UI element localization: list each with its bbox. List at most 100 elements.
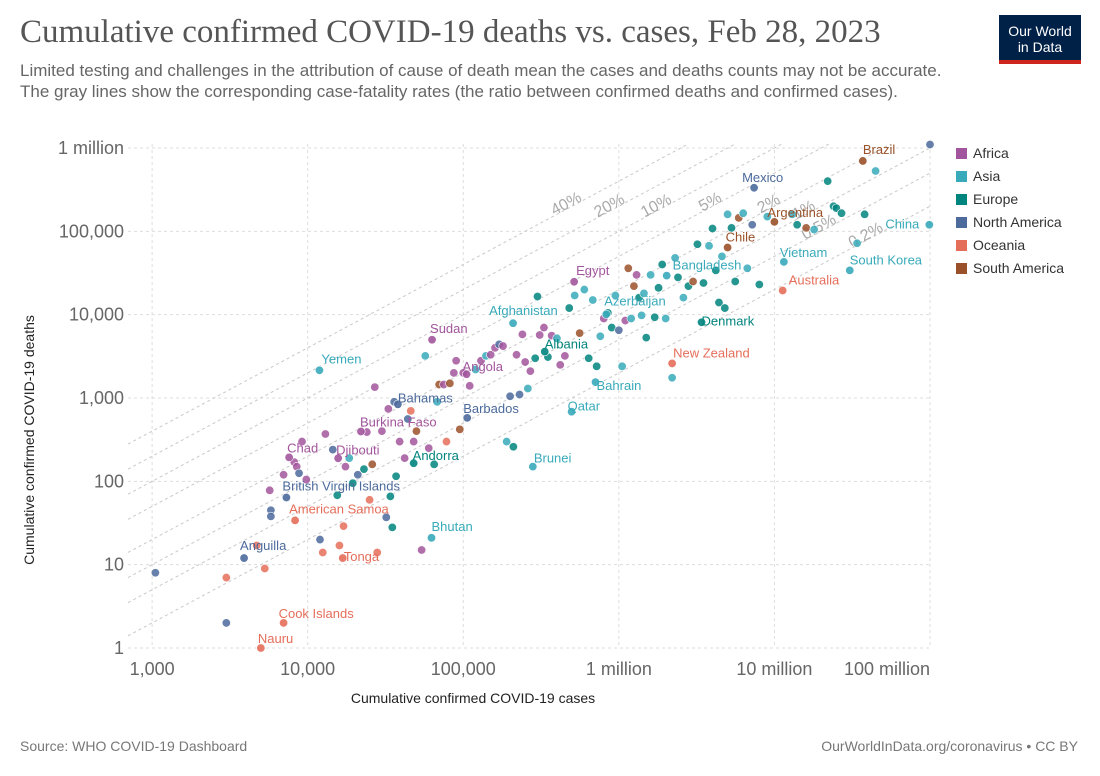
owid-logo[interactable]: Our World in Data [999, 15, 1081, 64]
country-label: Sudan [430, 321, 468, 336]
country-point [614, 325, 624, 335]
fatality-rate-line [128, 144, 737, 470]
country-point [498, 341, 508, 351]
country-point [403, 414, 413, 424]
fatality-rate-label: 0.2% [846, 219, 886, 251]
country-point [365, 495, 375, 505]
country-label: Qatar [568, 399, 601, 414]
country-point [150, 568, 160, 578]
country-label: Anguilla [240, 538, 287, 553]
country-point [465, 381, 475, 391]
country-point [502, 437, 512, 447]
chart-title: Cumulative confirmed COVID-19 deaths vs.… [20, 14, 881, 50]
fatality-rate-line [128, 144, 783, 495]
fatality-rate-label: 40% [548, 189, 584, 219]
country-point [532, 292, 542, 302]
fatality-rate-label: 20% [591, 191, 627, 221]
country-point [639, 288, 649, 298]
logo-line-2: in Data [1017, 39, 1063, 55]
country-point [667, 358, 677, 368]
country-point [528, 462, 538, 472]
fatality-rate-label: 5% [696, 189, 724, 215]
country-point [260, 563, 270, 573]
country-point [801, 223, 811, 233]
country-point [720, 303, 730, 313]
country-point [406, 406, 416, 416]
country-point [738, 208, 748, 218]
country-point [400, 453, 410, 463]
country-point [632, 270, 642, 280]
x-tick-label: 1 million [586, 659, 652, 679]
country-label: Nauru [258, 631, 293, 646]
license-note[interactable]: OurWorldInData.org/coronavirus • CC BY [821, 738, 1078, 754]
source-note[interactable]: Source: WHO COVID-19 Dashboard [20, 738, 248, 754]
country-point [409, 437, 419, 447]
country-point [697, 317, 707, 327]
country-point [592, 361, 602, 371]
country-point [353, 470, 363, 480]
country-point [239, 553, 249, 563]
country-label: Yemen [321, 351, 361, 366]
fatality-rate-line [128, 144, 830, 520]
country-point [823, 176, 833, 186]
chart-subtitle: Limited testing and challenges in the at… [20, 61, 942, 101]
country-label: Barbados [463, 401, 519, 416]
x-axis-title: Cumulative confirmed COVID-19 cases [351, 690, 595, 706]
country-point [505, 391, 515, 401]
fatality-rate-lines [128, 144, 931, 637]
country-point [417, 545, 427, 555]
country-label: China [885, 217, 920, 232]
country-point [584, 353, 594, 363]
legend-swatch [956, 240, 967, 251]
country-label: Bangladesh [673, 258, 742, 273]
country-point [297, 437, 307, 447]
country-point [395, 437, 405, 447]
country-point [646, 270, 656, 280]
country-point [486, 350, 496, 360]
x-tick-label: 10 million [736, 659, 812, 679]
fatality-rate-line [128, 172, 931, 604]
country-point [575, 328, 585, 338]
country-point [520, 357, 530, 367]
country-label: American Samoa [289, 501, 389, 516]
country-point [356, 427, 366, 437]
fatality-rate-line [128, 144, 892, 553]
country-point [381, 512, 391, 522]
country-point [670, 253, 680, 263]
legend-swatch [956, 148, 967, 159]
country-point [704, 241, 714, 251]
country-label: Vietnam [780, 245, 827, 260]
country-point [391, 471, 401, 481]
country-label: Albania [545, 337, 589, 352]
country-point [279, 618, 289, 628]
country-point [344, 453, 354, 463]
country-label: Angola [463, 359, 504, 374]
country-point [427, 533, 437, 543]
country-point [754, 280, 764, 290]
country-point [845, 265, 855, 275]
country-point [284, 452, 294, 462]
country-point [564, 303, 574, 313]
fatality-rate-labels: 40% 20% 10% 5% 2% 1%0.5% 0.2% [548, 189, 886, 251]
country-point [711, 265, 721, 275]
country-point [377, 426, 387, 436]
country-point [339, 521, 349, 531]
country-point [445, 378, 455, 388]
country-point [429, 459, 439, 469]
country-label: Chile [726, 229, 756, 244]
country-point [601, 309, 611, 319]
legend-label: Oceania [973, 237, 1025, 253]
country-label: British Virgin Islands [282, 478, 400, 493]
country-point [552, 333, 562, 343]
country-point [678, 293, 688, 303]
country-point [809, 225, 819, 235]
country-point [441, 437, 451, 447]
data-points [150, 140, 935, 653]
country-point [749, 183, 759, 193]
country-point [517, 329, 527, 339]
country-point [762, 212, 772, 222]
country-label: Andorra [413, 448, 460, 463]
country-point [588, 295, 598, 305]
country-point [256, 643, 266, 653]
y-tick-label: 100 [94, 471, 124, 491]
